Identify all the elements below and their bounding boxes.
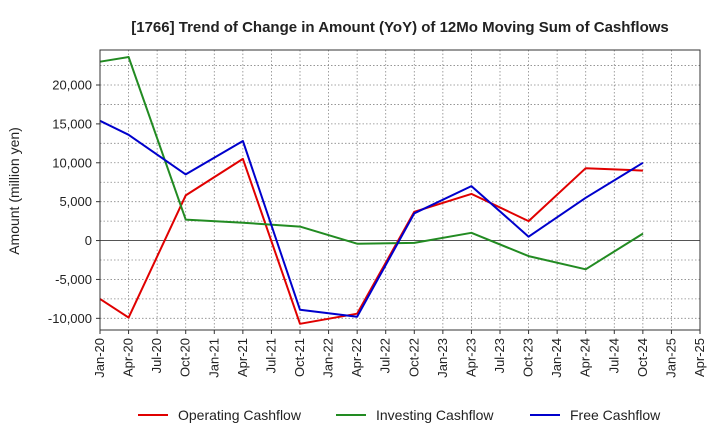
free-cashflow-legend-label: Free Cashflow <box>570 407 661 423</box>
x-tick-label: Oct-23 <box>521 338 536 377</box>
x-tick-label: Oct-21 <box>292 338 307 377</box>
plot-frame <box>99 49 701 331</box>
operating-cashflow-legend-label: Operating Cashflow <box>178 407 302 423</box>
x-tick-label: Apr-21 <box>235 338 250 377</box>
x-tick-label: Apr-22 <box>349 338 364 377</box>
x-tick-label: Jan-20 <box>92 338 107 378</box>
y-tick-label: -10,000 <box>48 311 92 326</box>
x-tick-label: Oct-20 <box>178 338 193 377</box>
y-axis-label: Amount (million yen) <box>6 127 22 255</box>
axis-ticks: Jan-20 Apr-20 Jul-20 Oct-20 Jan-21 Apr-21 Jul-… <box>48 78 707 378</box>
chart-title: [1766] Trend of Change in Amount (YoY) o… <box>131 19 669 36</box>
x-tick-label: Apr-25 <box>692 338 707 377</box>
legend: Operating Cashflow Investing Cashflow Free… <box>138 407 661 423</box>
x-tick-label: Apr-24 <box>578 338 593 377</box>
x-tick-label: Jan-23 <box>435 338 450 378</box>
x-tick-label: Jul-21 <box>263 338 278 373</box>
y-tick-label: -5,000 <box>55 272 92 287</box>
investing-cashflow-legend-label: Investing Cashflow <box>376 407 494 423</box>
investing-cashflow-line <box>99 56 644 271</box>
x-tick-label: Jan-21 <box>206 338 221 378</box>
x-tick-label: Apr-20 <box>121 338 136 377</box>
x-tick-label: Jul-20 <box>149 338 164 373</box>
operating-cashflow-line <box>99 157 643 325</box>
free-cashflow-line <box>99 119 644 318</box>
x-tick-label: Jan-22 <box>321 338 336 378</box>
y-tick-label: 10,000 <box>52 155 92 170</box>
y-tick-label: 20,000 <box>52 78 92 93</box>
series-lines <box>99 56 644 325</box>
x-tick-label: Jan-25 <box>663 338 678 378</box>
x-tick-label: Jul-24 <box>606 338 621 373</box>
y-tick-label: 0 <box>85 233 92 248</box>
x-tick-label: Oct-22 <box>406 338 421 377</box>
grid <box>99 50 701 330</box>
y-tick-label: 15,000 <box>52 116 92 131</box>
x-tick-label: Oct-24 <box>635 338 650 377</box>
x-tick-label: Jul-23 <box>492 338 507 373</box>
x-tick-label: Apr-23 <box>463 338 478 377</box>
x-tick-label: Jul-22 <box>378 338 393 373</box>
x-tick-label: Jan-24 <box>549 338 564 378</box>
y-tick-label: 5,000 <box>59 194 92 209</box>
